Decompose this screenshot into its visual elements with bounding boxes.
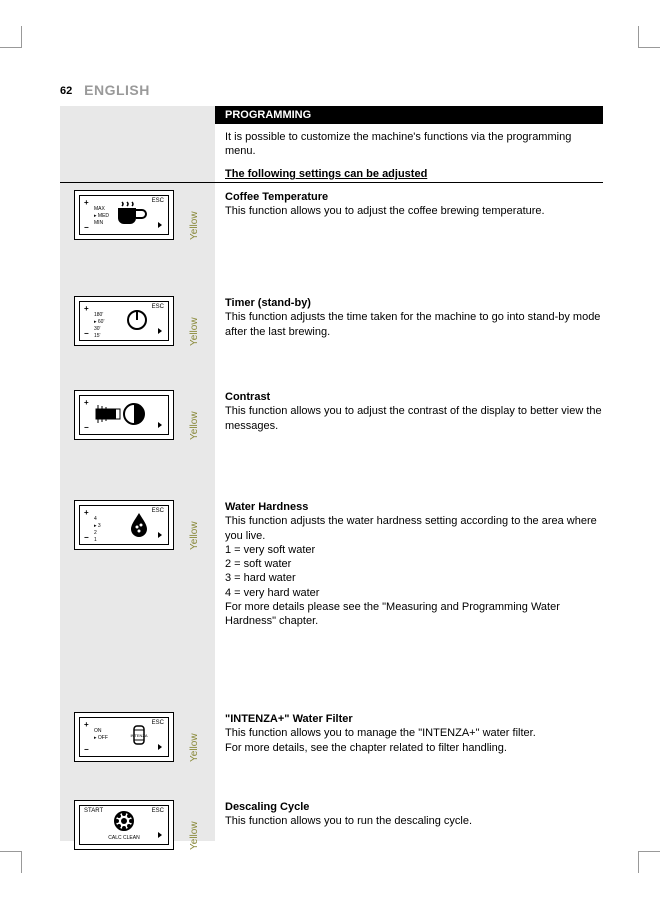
setting-body: This function allows you to adjust the c… [225,404,605,433]
setting-text: "INTENZA+" Water FilterThis function all… [225,712,605,755]
screen-thumbnail: +−ESC4▸ 321 [74,500,174,550]
subhead-rule-left [60,182,225,183]
setting-body: This function adjusts the water hardness… [225,514,605,628]
setting-body: This function allows you to run the desc… [225,814,605,828]
screen-thumbnail: +−ESCON▸ OFFINTENZA [74,712,174,762]
setting-body: This function allows you to adjust the c… [225,204,605,218]
setting-text: Coffee TemperatureThis function allows y… [225,190,605,219]
page-number: 62 [60,85,72,97]
language-label: ENGLISH [84,82,150,98]
yellow-label: Yellow [189,390,200,440]
setting-body: This function allows you to manage the "… [225,726,605,755]
svg-text:INTENZA: INTENZA [130,733,147,738]
screen-thumbnail: +−ESCMAX▸ MEDMIN [74,190,174,240]
yellow-label: Yellow [189,296,200,346]
setting-text: Descaling CycleThis function allows you … [225,800,605,829]
setting-title: Timer (stand-by) [225,296,605,310]
setting-title: Descaling Cycle [225,800,605,814]
setting-title: Coffee Temperature [225,190,605,204]
page-header: 62 ENGLISH [60,82,150,98]
yellow-label: Yellow [189,500,200,550]
setting-title: Water Hardness [225,500,605,514]
setting-title: Contrast [225,390,605,404]
section-title-bar: PROGRAMMING [215,106,603,124]
yellow-label: Yellow [189,800,200,850]
subheading: The following settings can be adjusted [225,168,603,183]
screen-thumbnail: +−ESC180'▸ 60'30'15' [74,296,174,346]
setting-text: Water HardnessThis function adjusts the … [225,500,605,629]
section-title: PROGRAMMING [225,109,311,121]
setting-text: Timer (stand-by)This function adjusts th… [225,296,605,339]
setting-title: "INTENZA+" Water Filter [225,712,605,726]
screen-thumbnail: STARTESCCALC CLEAN [74,800,174,850]
setting-text: ContrastThis function allows you to adju… [225,390,605,433]
setting-body: This function adjusts the time taken for… [225,310,605,339]
yellow-label: Yellow [189,190,200,240]
yellow-label: Yellow [189,712,200,762]
screen-thumbnail: +− [74,390,174,440]
intro-text: It is possible to customize the machine'… [225,130,595,159]
